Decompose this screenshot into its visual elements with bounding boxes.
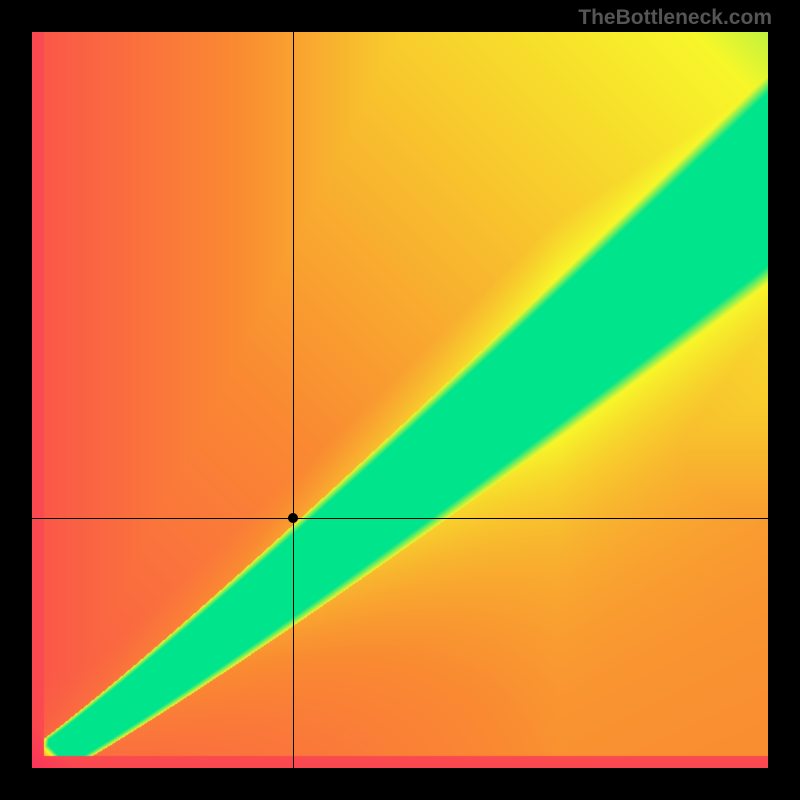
watermark-text: TheBottleneck.com: [578, 6, 772, 30]
crosshair-marker: [288, 513, 298, 523]
heatmap-canvas: [32, 32, 768, 768]
crosshair-vertical: [293, 32, 294, 768]
crosshair-horizontal: [32, 518, 768, 519]
bottleneck-heatmap: [32, 32, 768, 768]
